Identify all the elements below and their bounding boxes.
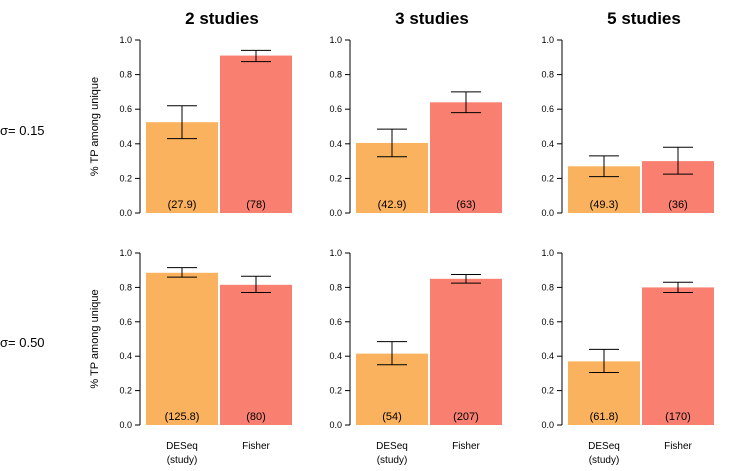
bar-count-label: (78): [246, 199, 266, 211]
x-category-label: DESeq: [376, 441, 408, 452]
y-tick-label: 0.4: [119, 351, 132, 361]
x-category-label: Fisher: [664, 441, 692, 452]
y-tick-label: 0.6: [329, 317, 342, 327]
y-tick-label: 1.0: [541, 35, 554, 45]
y-tick-label: 0.0: [541, 208, 554, 218]
column-title: 3 studies: [395, 9, 469, 28]
y-tick-label: 0.4: [541, 351, 554, 361]
column-title: 2 studies: [185, 9, 259, 28]
y-tick-label: 1.0: [119, 35, 132, 45]
y-tick-label: 0.2: [119, 173, 132, 183]
bar-count-label: (27.9): [168, 199, 197, 211]
y-tick-label: 0.2: [329, 386, 342, 396]
bar-fisher: [220, 55, 292, 213]
y-tick-label: 0.2: [119, 386, 132, 396]
column-title: 5 studies: [607, 9, 681, 28]
bar-count-label: (207): [453, 411, 479, 423]
y-tick-label: 0.8: [329, 70, 342, 80]
bar-count-label: (125.8): [165, 411, 200, 423]
y-tick-label: 0.2: [541, 386, 554, 396]
x-category-label: (study): [589, 455, 620, 466]
bar-fisher: [220, 284, 292, 425]
y-axis-label: % TP among unique: [89, 289, 101, 388]
bar-fisher: [430, 102, 502, 213]
bar-count-label: (42.9): [378, 199, 407, 211]
y-tick-label: 0.6: [119, 104, 132, 114]
row-label: σ= 0.50: [0, 335, 45, 350]
bar-count-label: (61.8): [590, 411, 619, 423]
bar-count-label: (54): [382, 411, 402, 423]
bar-count-label: (36): [668, 199, 688, 211]
y-tick-label: 0.6: [119, 317, 132, 327]
bar-count-label: (63): [456, 199, 476, 211]
y-tick-label: 0.0: [329, 420, 342, 430]
y-tick-label: 1.0: [329, 248, 342, 258]
y-tick-label: 0.8: [119, 282, 132, 292]
y-tick-label: 0.8: [329, 282, 342, 292]
y-tick-label: 0.0: [541, 420, 554, 430]
x-category-label: Fisher: [452, 441, 480, 452]
row-label: σ= 0.15: [0, 123, 45, 138]
y-tick-label: 0.4: [119, 139, 132, 149]
y-tick-label: 0.2: [541, 173, 554, 183]
y-tick-label: 0.8: [541, 282, 554, 292]
y-tick-label: 0.8: [119, 70, 132, 80]
y-tick-label: 1.0: [541, 248, 554, 258]
y-tick-label: 0.4: [329, 351, 342, 361]
bar-fisher: [642, 287, 714, 425]
y-tick-label: 0.0: [119, 208, 132, 218]
x-category-label: (study): [377, 455, 408, 466]
y-tick-label: 0.6: [541, 104, 554, 114]
x-category-label: Fisher: [242, 441, 270, 452]
y-tick-label: 0.4: [541, 139, 554, 149]
y-tick-label: 0.0: [329, 208, 342, 218]
y-tick-label: 1.0: [119, 248, 132, 258]
y-tick-label: 1.0: [329, 35, 342, 45]
bar-deseq: [356, 353, 428, 425]
y-axis-label: % TP among unique: [89, 77, 101, 176]
x-category-label: DESeq: [588, 441, 620, 452]
x-category-label: DESeq: [166, 441, 198, 452]
y-tick-label: 0.0: [119, 420, 132, 430]
bar-deseq: [146, 272, 218, 425]
y-tick-label: 0.6: [329, 104, 342, 114]
y-tick-label: 0.2: [329, 173, 342, 183]
y-tick-label: 0.8: [541, 70, 554, 80]
bar-fisher: [430, 278, 502, 425]
x-category-label: (study): [167, 455, 198, 466]
y-tick-label: 0.6: [541, 317, 554, 327]
y-tick-label: 0.4: [329, 139, 342, 149]
bar-count-label: (170): [665, 411, 691, 423]
bar-count-label: (80): [246, 411, 266, 423]
bar-count-label: (49.3): [590, 199, 619, 211]
